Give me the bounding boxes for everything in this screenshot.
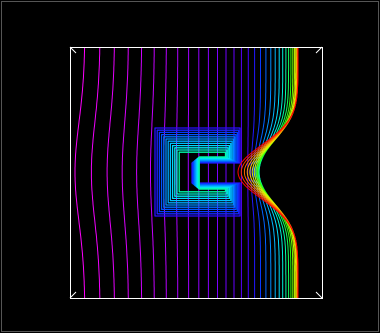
- contour-loop: [154, 127, 241, 217]
- contour-line: [256, 48, 292, 298]
- contour-line: [253, 48, 295, 298]
- contour-line: [251, 48, 297, 298]
- contour-loop: [171, 144, 231, 200]
- contour-line: [150, 48, 155, 299]
- contour-line: [121, 47, 129, 298]
- contour-line: [106, 48, 115, 299]
- contour-loop: [167, 140, 233, 204]
- contour-loop: [160, 133, 237, 211]
- contour-line: [250, 48, 256, 298]
- contour-line: [90, 47, 101, 298]
- contour-line: [258, 48, 287, 298]
- contour-loop: [178, 151, 227, 193]
- contour-line: [255, 48, 267, 298]
- contour-loop: [156, 129, 240, 215]
- plot-area: [74, 47, 299, 299]
- contour-line: [74, 47, 86, 298]
- contour-line: [237, 48, 299, 298]
- contour-line: [247, 48, 249, 298]
- contour-line: [249, 48, 298, 298]
- contour-line: [136, 47, 143, 298]
- contour-line: [255, 48, 294, 298]
- contour-loop: [176, 149, 228, 195]
- contour-loop: [158, 131, 239, 213]
- contour-line: [175, 48, 179, 298]
- contour-loop: [163, 136, 236, 208]
- contour-loop: [169, 142, 232, 202]
- contour-line: [252, 48, 261, 298]
- contour-loop: [174, 147, 229, 197]
- contour-loop: [165, 138, 235, 206]
- contour-line: [257, 48, 290, 298]
- plot-frame: [70, 47, 323, 299]
- corner-marks: [69, 46, 323, 299]
